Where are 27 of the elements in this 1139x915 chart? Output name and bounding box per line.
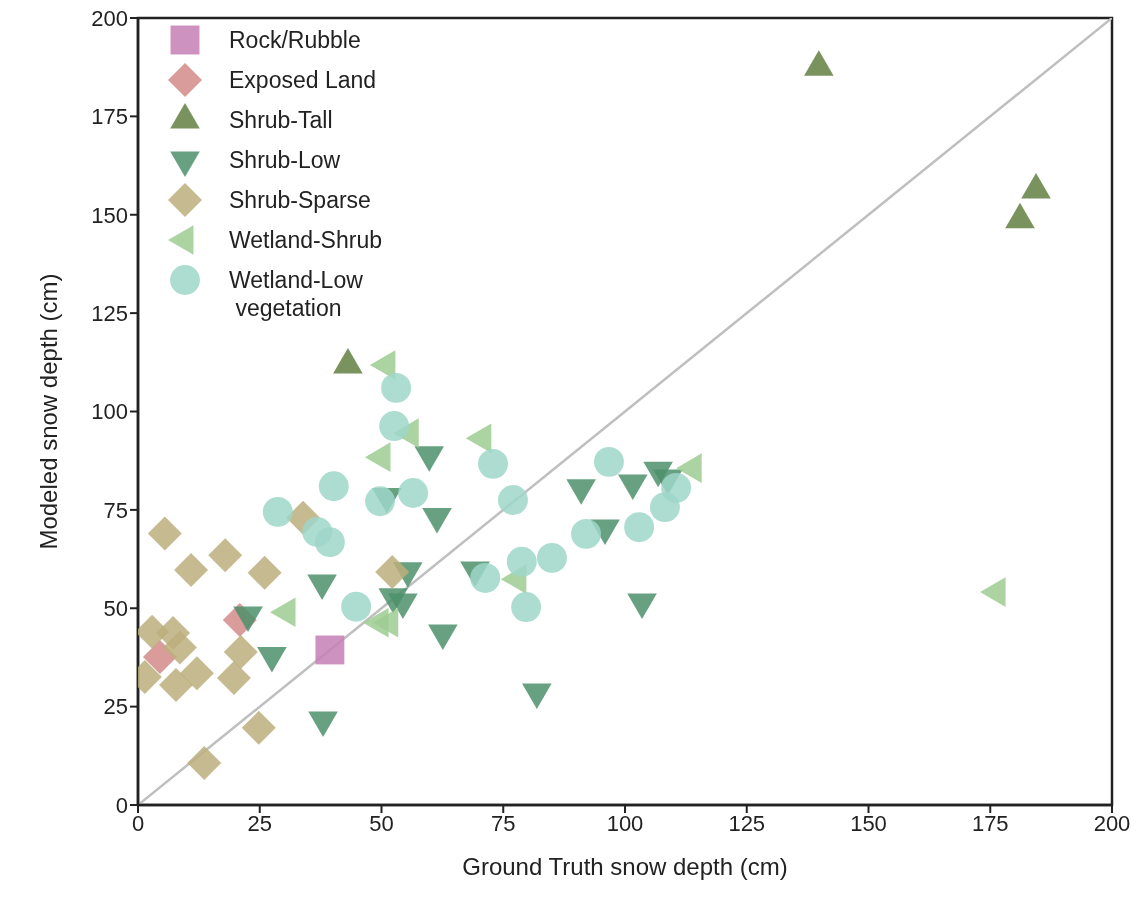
- y-tick-label: 75: [103, 497, 128, 523]
- y-tick-label: 175: [91, 104, 128, 130]
- y-tick-label: 50: [103, 596, 128, 622]
- x-tick-label: 150: [850, 810, 887, 836]
- legend-label: Exposed Land: [229, 66, 377, 94]
- x-axis-title: Ground Truth snow depth (cm): [462, 853, 788, 880]
- legend-label: Shrub-Sparse: [229, 186, 371, 214]
- y-tick-label: 25: [103, 694, 128, 720]
- legend-label: Shrub-Low: [229, 146, 341, 174]
- legend-label: Rock/Rubble: [229, 26, 361, 54]
- y-tick-label: 125: [91, 300, 128, 326]
- y-tick-label: 200: [91, 5, 128, 31]
- x-tick-label: 75: [491, 810, 516, 836]
- x-tick-label: 25: [247, 810, 272, 836]
- y-tick-label: 150: [91, 202, 128, 228]
- x-tick-label: 200: [1093, 810, 1131, 836]
- y-axis-title: Modeled snow depth (cm): [34, 273, 62, 550]
- x-tick-label: 50: [369, 810, 394, 836]
- legend-label: Wetland-Shrub: [229, 226, 382, 254]
- legend-label: Wetland-Low vegetation: [229, 266, 363, 322]
- x-tick-label: 125: [728, 810, 766, 836]
- legend-label: Shrub-Tall: [229, 106, 333, 134]
- y-tick-label: 100: [91, 399, 128, 425]
- x-tick-label: 100: [606, 810, 644, 836]
- y-tick-label: 0: [115, 792, 128, 818]
- x-tick-label: 0: [131, 810, 145, 836]
- x-tick-label: 175: [971, 810, 1009, 836]
